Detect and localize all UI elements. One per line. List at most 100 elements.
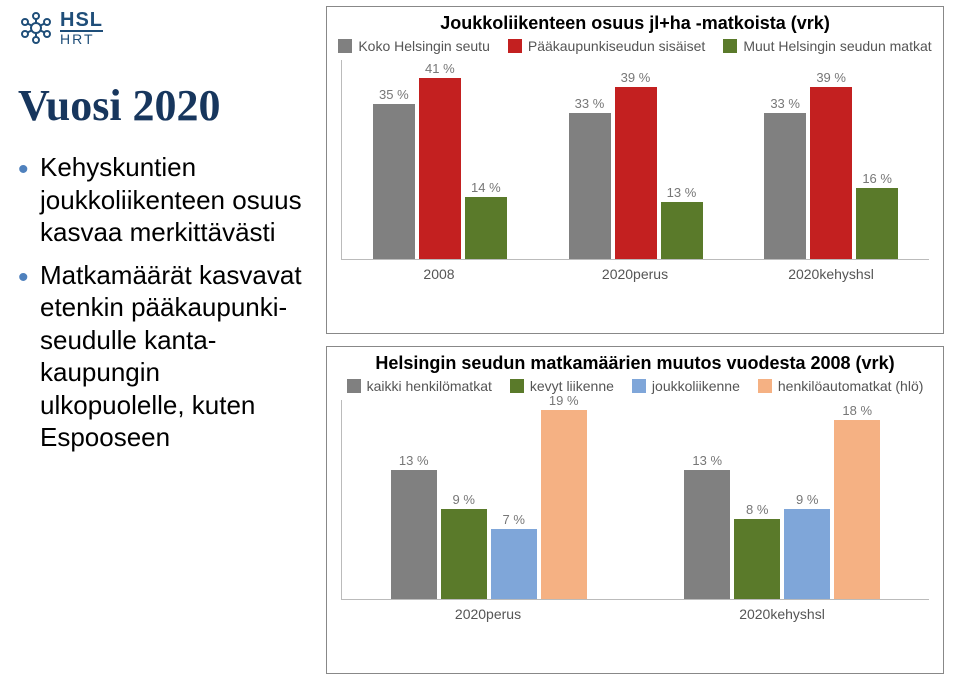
logo-top: HSL [60, 10, 103, 30]
chart-bottom-title: Helsingin seudun matkamäärien muutos vuo… [335, 353, 935, 374]
chart-top-xlabels: 20082020perus2020kehyshsl [341, 266, 929, 282]
legend-item: henkilöautomatkat (hlö) [758, 378, 924, 394]
bar-rect [569, 113, 611, 259]
x-axis-label: 2020perus [537, 266, 733, 282]
bar: 33 % [569, 96, 611, 259]
x-axis-label: 2020perus [341, 606, 635, 622]
legend-label: kaikki henkilömatkat [367, 378, 492, 394]
bar-group: 35 % 41 % 14 % [366, 61, 513, 259]
bar-rect [661, 202, 703, 259]
bar-value-label: 8 % [746, 502, 768, 517]
chart-bottom-plot: 13 %9 %7 %19 %13 %8 %9 %18 % [341, 400, 929, 600]
bar-group: 33 % 39 % 13 % [562, 70, 709, 259]
bar: 33 % [764, 96, 806, 259]
legend-item: Pääkaupunkiseudun sisäiset [508, 38, 705, 54]
bar: 7 % [491, 512, 537, 599]
legend-label: henkilöautomatkat (hlö) [778, 378, 924, 394]
bar-value-label: 16 % [862, 171, 892, 186]
legend-swatch [758, 379, 772, 393]
bar-value-label: 35 % [379, 87, 409, 102]
bar: 39 % [615, 70, 657, 259]
legend-swatch [338, 39, 352, 53]
chart-bottom-xlabels: 2020perus2020kehyshsl [341, 606, 929, 622]
bullet-item: Kehyskuntien joukkoliikenteen osuus kasv… [18, 151, 308, 249]
bar: 8 % [734, 502, 780, 599]
bar-value-label: 39 % [621, 70, 651, 85]
logo: HSL HRT [18, 10, 103, 46]
bar-value-label: 41 % [425, 61, 455, 76]
legend-swatch [347, 379, 361, 393]
bar-rect [734, 519, 780, 599]
bar-group: 33 % 39 % 16 % [758, 70, 905, 259]
bar-group: 13 % 8 % 9 % 18 % [665, 403, 900, 599]
legend-swatch [508, 39, 522, 53]
legend-label: joukkoliikenne [652, 378, 740, 394]
legend-label: Muut Helsingin seudun matkat [743, 38, 931, 54]
bar-rect [684, 470, 730, 599]
bar-rect [441, 509, 487, 599]
bar-rect [810, 87, 852, 259]
bar-rect [764, 113, 806, 259]
x-axis-label: 2008 [341, 266, 537, 282]
bar-rect [784, 509, 830, 599]
logo-bottom: HRT [60, 30, 103, 46]
bar-value-label: 9 % [453, 492, 475, 507]
legend-label: Pääkaupunkiseudun sisäiset [528, 38, 705, 54]
legend-swatch [510, 379, 524, 393]
legend-item: joukkoliikenne [632, 378, 740, 394]
bullet-item: Matkamäärät kasvavat etenkin pääkaupunki… [18, 259, 308, 454]
page-title: Vuosi 2020 [18, 80, 308, 131]
x-axis-label: 2020kehyshsl [635, 606, 929, 622]
bar-value-label: 18 % [842, 403, 872, 418]
bar-value-label: 39 % [816, 70, 846, 85]
chart-top: Joukkoliikenteen osuus jl+ha -matkoista … [326, 6, 944, 334]
legend-label: kevyt liikenne [530, 378, 614, 394]
chart-top-legend: Koko Helsingin seutu Pääkaupunkiseudun si… [335, 38, 935, 54]
bar-value-label: 13 % [667, 185, 697, 200]
bar: 19 % [541, 393, 587, 599]
legend-swatch [632, 379, 646, 393]
legend-swatch [723, 39, 737, 53]
bar: 14 % [465, 180, 507, 259]
legend-label: Koko Helsingin seutu [358, 38, 490, 54]
bar-value-label: 13 % [692, 453, 722, 468]
bar-rect [391, 470, 437, 599]
legend-item: kaikki henkilömatkat [347, 378, 492, 394]
bar-value-label: 14 % [471, 180, 501, 195]
bar-rect [541, 410, 587, 599]
bar: 35 % [373, 87, 415, 259]
bar-rect [465, 197, 507, 259]
legend-item: Muut Helsingin seudun matkat [723, 38, 931, 54]
bar-value-label: 9 % [796, 492, 818, 507]
bar: 13 % [391, 453, 437, 599]
bar-rect [615, 87, 657, 259]
bar: 13 % [661, 185, 703, 259]
bar: 9 % [441, 492, 487, 599]
bar: 41 % [419, 61, 461, 259]
bar: 9 % [784, 492, 830, 599]
bar-value-label: 19 % [549, 393, 579, 408]
bullet-list: Kehyskuntien joukkoliikenteen osuus kasv… [18, 151, 308, 454]
bar-rect [834, 420, 880, 599]
left-panel: Vuosi 2020 Kehyskuntien joukkoliikenteen… [18, 80, 308, 464]
legend-item: kevyt liikenne [510, 378, 614, 394]
bar: 18 % [834, 403, 880, 599]
logo-text: HSL HRT [60, 10, 103, 46]
bar: 16 % [856, 171, 898, 259]
bar-group: 13 % 9 % 7 % 19 % [371, 393, 606, 599]
bar-rect [856, 188, 898, 259]
bar-rect [373, 104, 415, 259]
bar-value-label: 33 % [770, 96, 800, 111]
chart-top-plot: 35 % 41 % 14 % 33 % 39 % 13 % 33 % 39 % 16 % [341, 60, 929, 260]
legend-item: Koko Helsingin seutu [338, 38, 490, 54]
bar-value-label: 33 % [575, 96, 605, 111]
bar-value-label: 7 % [503, 512, 525, 527]
bar: 39 % [810, 70, 852, 259]
x-axis-label: 2020kehyshsl [733, 266, 929, 282]
bar-rect [491, 529, 537, 599]
bar-rect [419, 78, 461, 259]
logo-icon [18, 10, 54, 46]
bar: 13 % [684, 453, 730, 599]
chart-bottom: Helsingin seudun matkamäärien muutos vuo… [326, 346, 944, 674]
chart-bottom-legend: kaikki henkilömatkat kevyt liikenne joukko… [335, 378, 935, 394]
